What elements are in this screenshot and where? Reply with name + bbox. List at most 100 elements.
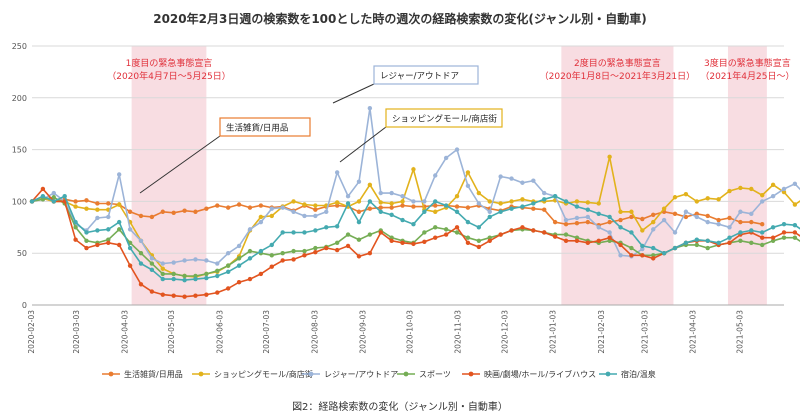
- data-point: [574, 199, 580, 204]
- data-point: [694, 199, 700, 204]
- data-point: [770, 182, 776, 188]
- data-point: [433, 203, 438, 208]
- data-point: [356, 199, 362, 204]
- data-point: [487, 238, 492, 243]
- data-point: [204, 292, 209, 297]
- data-point: [138, 238, 144, 243]
- emergency-dates: （2020年4月7日～5月25日）: [107, 70, 231, 82]
- data-point: [95, 242, 100, 248]
- data-point: [160, 292, 165, 297]
- data-point: [269, 253, 274, 258]
- data-point: [116, 202, 122, 207]
- x-tick-label: 2020-10-03: [405, 310, 414, 354]
- data-point: [585, 200, 591, 205]
- data-point: [454, 225, 460, 230]
- y-tick-label: 100: [12, 197, 27, 206]
- data-point: [552, 194, 558, 199]
- data-point: [84, 198, 89, 203]
- data-point: [193, 209, 198, 214]
- data-point: [116, 242, 122, 248]
- y-tick-label: 200: [12, 94, 27, 103]
- data-point: [40, 186, 46, 192]
- data-point: [770, 235, 776, 240]
- data-point: [651, 219, 656, 225]
- data-point: [563, 238, 569, 243]
- data-point: [433, 209, 438, 214]
- data-point: [389, 190, 394, 196]
- data-point: [585, 207, 591, 212]
- data-point: [204, 206, 209, 211]
- data-point: [607, 235, 612, 240]
- callout-label: レジャー/アウトドア: [380, 72, 459, 82]
- data-point: [563, 221, 569, 227]
- data-point: [236, 202, 242, 207]
- data-point: [531, 178, 536, 183]
- data-point: [324, 245, 329, 251]
- data-point: [84, 238, 89, 243]
- callout-leader: [339, 126, 387, 163]
- data-point: [345, 194, 351, 199]
- data-point: [73, 204, 78, 209]
- data-point: [160, 209, 165, 214]
- data-point: [204, 275, 209, 281]
- data-point: [749, 211, 754, 217]
- data-point: [476, 225, 482, 230]
- data-point: [661, 206, 667, 211]
- data-point: [694, 214, 700, 220]
- data-point: [629, 253, 634, 258]
- data-point: [378, 209, 383, 214]
- data-point: [563, 199, 569, 204]
- data-point: [727, 225, 732, 230]
- data-point: [498, 201, 503, 206]
- data-point: [574, 238, 580, 243]
- data-point: [389, 238, 394, 243]
- figure-caption: 図2：経路検索数の変化（ジャンル別・自動車）: [292, 402, 508, 413]
- data-point: [378, 230, 383, 235]
- data-point: [204, 258, 209, 263]
- data-point: [247, 248, 253, 254]
- data-point: [454, 194, 460, 199]
- data-point: [138, 282, 144, 287]
- data-point: [596, 225, 601, 230]
- data-point: [498, 174, 503, 179]
- data-point: [367, 182, 373, 188]
- data-point: [215, 290, 220, 295]
- data-point: [225, 205, 231, 210]
- x-tick-label: 2020-09-03: [359, 310, 368, 354]
- data-point: [792, 235, 798, 240]
- data-point: [356, 237, 362, 242]
- data-point: [149, 267, 155, 272]
- data-point: [367, 251, 373, 256]
- callout-leader: [139, 135, 221, 194]
- data-point: [716, 240, 721, 246]
- data-point: [520, 225, 525, 230]
- data-point: [749, 240, 754, 246]
- data-point: [116, 227, 122, 232]
- data-point: [106, 201, 111, 206]
- data-point: [182, 294, 187, 299]
- data-point: [618, 209, 623, 214]
- data-point: [596, 238, 601, 243]
- data-point: [302, 248, 307, 254]
- data-point: [389, 212, 394, 218]
- data-point: [389, 201, 394, 206]
- data-point: [324, 225, 329, 230]
- data-point: [269, 264, 274, 269]
- data-point: [138, 261, 144, 266]
- data-point: [334, 240, 340, 246]
- data-point: [247, 276, 253, 282]
- data-point: [269, 206, 274, 211]
- data-point: [334, 224, 340, 229]
- x-tick-label: 2020-06-03: [215, 310, 224, 354]
- data-point: [487, 214, 492, 220]
- data-point: [651, 227, 656, 232]
- data-point: [334, 170, 340, 175]
- data-point: [629, 214, 634, 220]
- data-point: [651, 245, 656, 251]
- data-point: [127, 227, 133, 232]
- data-point: [378, 205, 383, 210]
- data-point: [422, 209, 427, 214]
- data-point: [302, 202, 307, 207]
- data-point: [465, 235, 471, 240]
- legend-marker: [198, 371, 204, 377]
